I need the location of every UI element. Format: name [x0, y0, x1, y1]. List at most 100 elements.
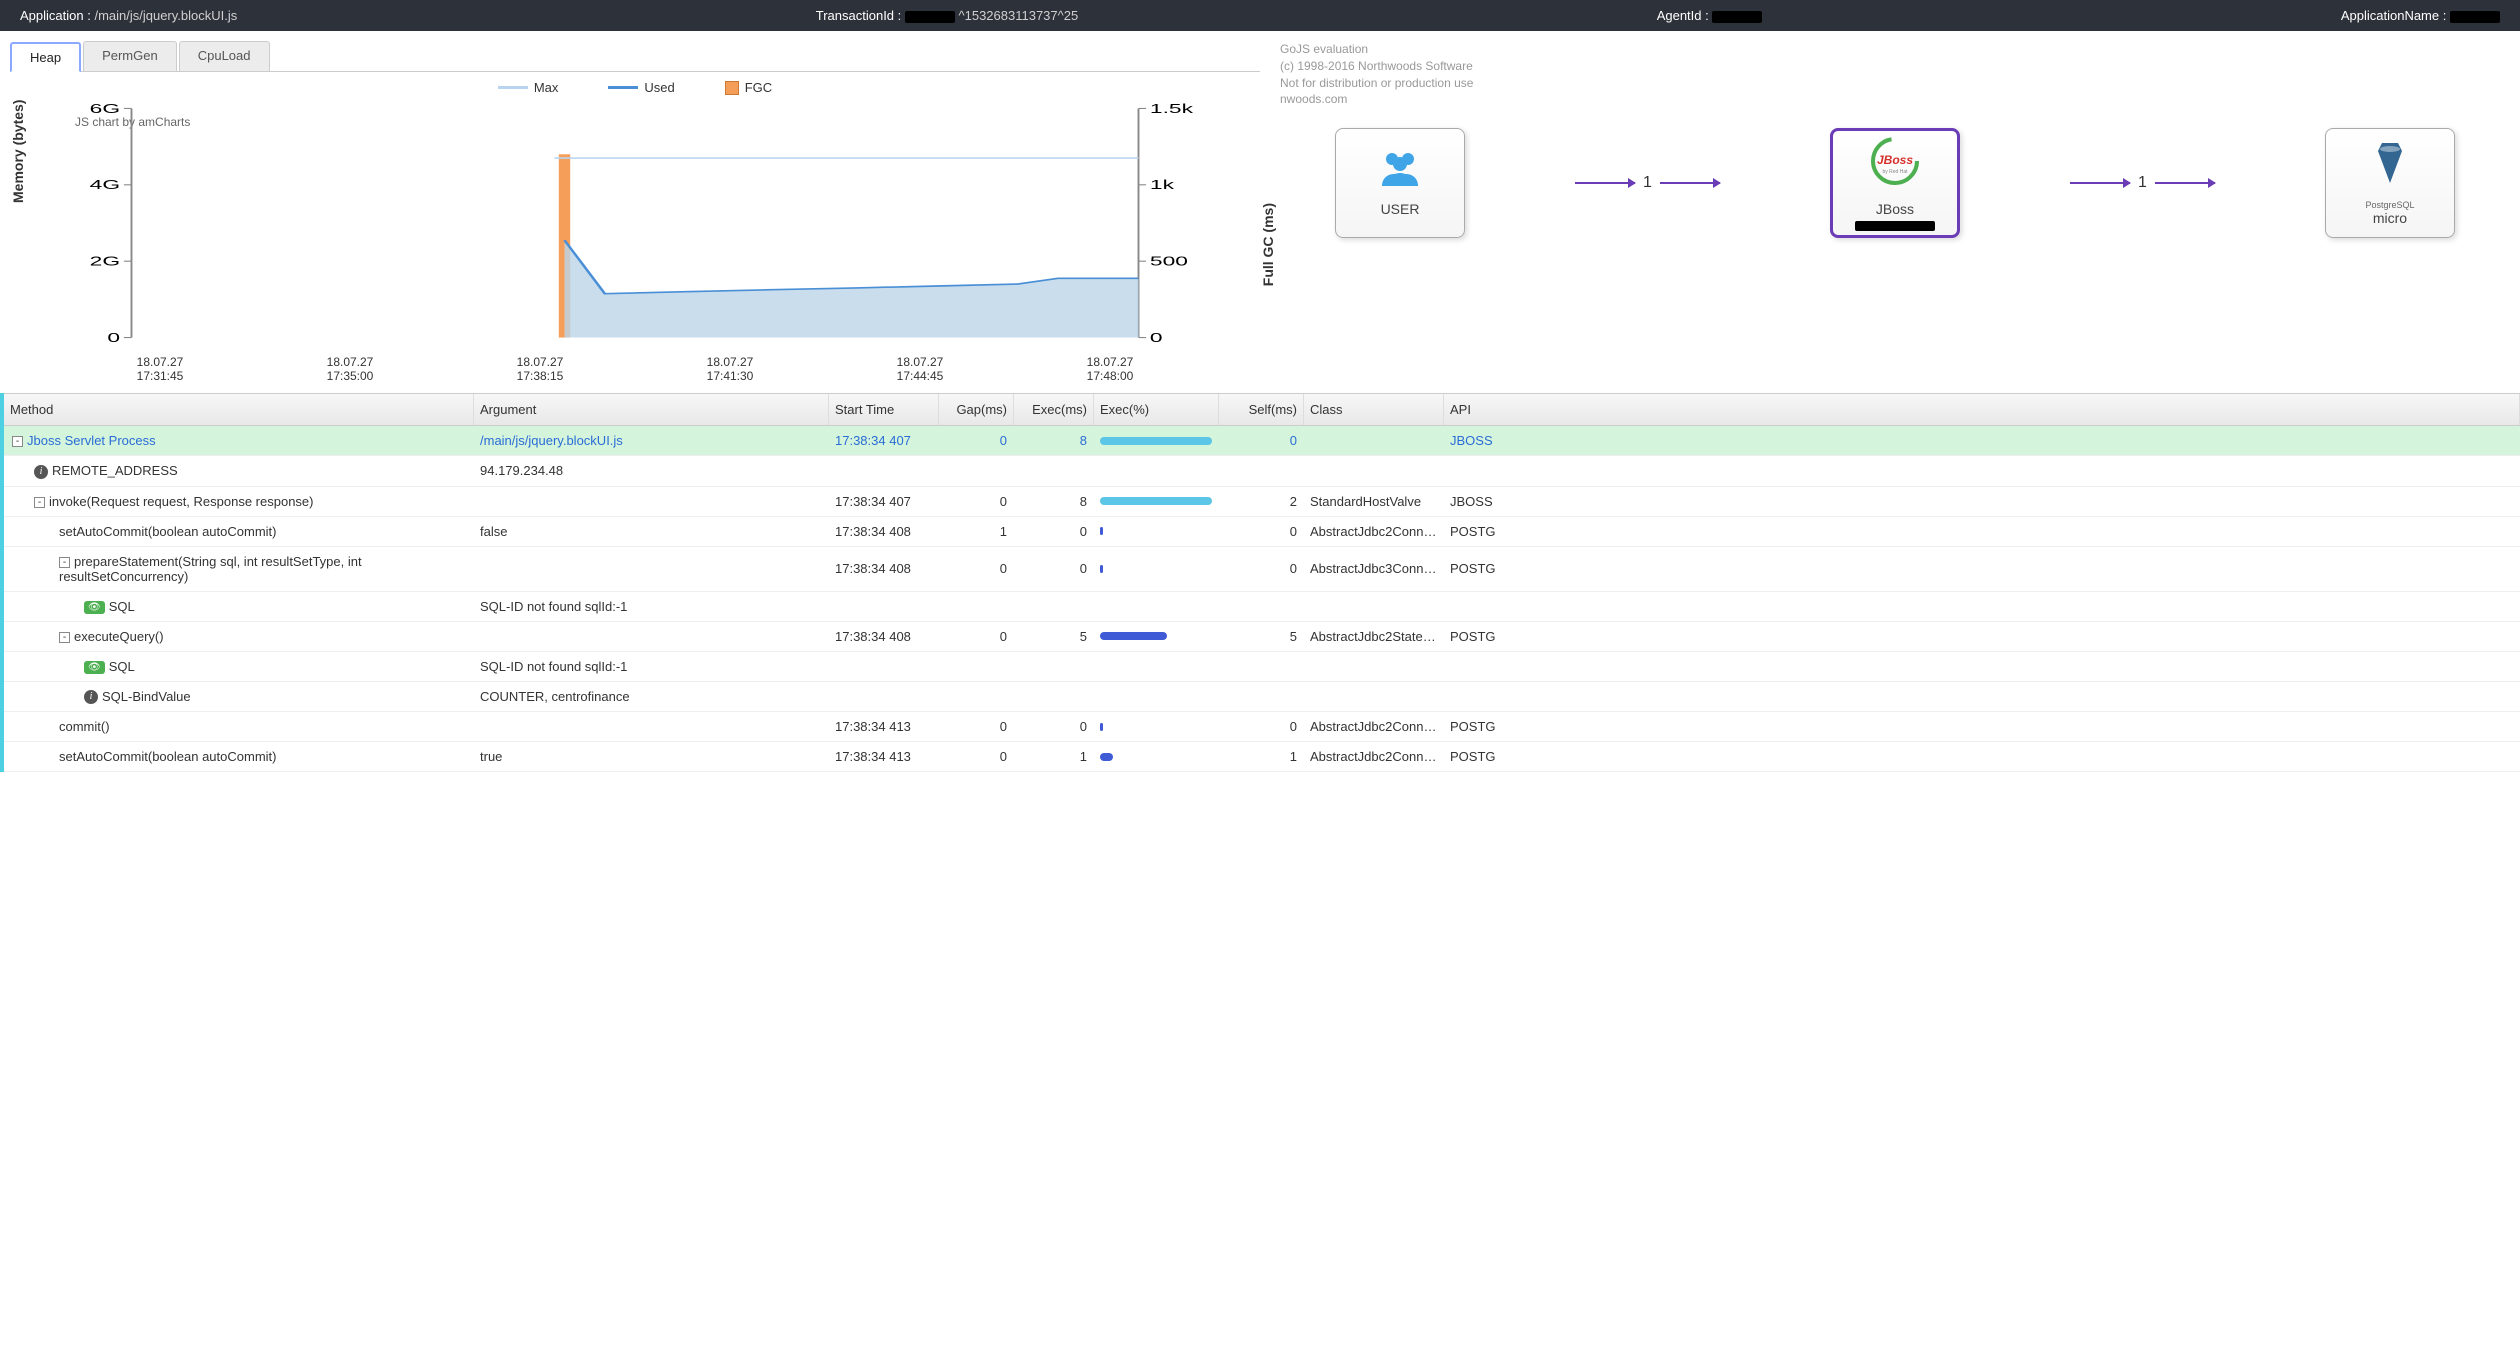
pg-icon: [2370, 141, 2410, 194]
col-argument[interactable]: Argument: [474, 394, 829, 425]
flow-node-jboss[interactable]: JBossby Red HatJBoss: [1830, 128, 1960, 238]
col-exec[interactable]: Exec(ms): [1014, 394, 1094, 425]
tree-toggle-icon[interactable]: -: [59, 557, 70, 568]
cell-self: 5: [1219, 622, 1304, 651]
cell-argument: [474, 494, 829, 508]
diagram-panel: GoJS evaluation (c) 1998-2016 Northwoods…: [1260, 41, 2510, 383]
cell-argument: COUNTER, centrofinance: [474, 682, 829, 711]
chart-area: Memory (bytes) Full GC (ms) JS chart by …: [10, 103, 1260, 383]
flow-node-label: JBoss: [1876, 201, 1914, 217]
tree-toggle-icon[interactable]: -: [12, 436, 23, 447]
method-name: setAutoCommit(boolean autoCommit): [59, 524, 276, 539]
grid-row[interactable]: setAutoCommit(boolean autoCommit)true17:…: [4, 742, 2520, 772]
svg-text:6G: 6G: [90, 103, 120, 116]
svg-text:1k: 1k: [1150, 177, 1175, 192]
cell-start: [829, 464, 939, 478]
redacted: [1712, 11, 1762, 23]
method-name: prepareStatement(String sql, int resultS…: [59, 554, 362, 584]
cell-argument: /main/js/jquery.blockUI.js: [474, 426, 829, 455]
cell-gap: 0: [939, 426, 1014, 455]
cell-execpct: [1094, 659, 1219, 673]
tab-permgen[interactable]: PermGen: [83, 41, 177, 71]
tree-toggle-icon[interactable]: -: [59, 632, 70, 643]
cell-execpct: [1094, 746, 1219, 768]
cell-exec: 8: [1014, 487, 1094, 516]
method-name: invoke(Request request, Response respons…: [49, 494, 313, 509]
chart-tabs: Heap PermGen CpuLoad: [10, 41, 1260, 72]
sql-icon: 👁: [84, 601, 105, 614]
cell-gap: [939, 659, 1014, 673]
chart-plot[interactable]: 6G4G2G01.5k1k5000: [65, 103, 1205, 343]
cell-class: StandardHostValve: [1304, 487, 1444, 516]
grid-row[interactable]: iSQL-BindValueCOUNTER, centrofinance: [4, 682, 2520, 713]
grid-row[interactable]: commit()17:38:34 413000AbstractJdbc2Conn…: [4, 712, 2520, 742]
info-icon: i: [84, 690, 98, 704]
cell-gap: 0: [939, 622, 1014, 651]
tree-toggle-icon[interactable]: -: [34, 497, 45, 508]
cell-start: 17:38:34 407: [829, 426, 939, 455]
cell-self: [1219, 659, 1304, 673]
grid-row[interactable]: iREMOTE_ADDRESS94.179.234.48: [4, 456, 2520, 487]
cell-api: [1444, 659, 2520, 673]
topbar: Application : /main/js/jquery.blockUI.js…: [0, 0, 2520, 31]
gojs-watermark: GoJS evaluation (c) 1998-2016 Northwoods…: [1280, 41, 2510, 108]
chart-xtick: 18.07.2717:48:00: [1015, 355, 1205, 383]
cell-execpct: [1094, 599, 1219, 613]
cell-class: [1304, 689, 1444, 703]
cell-self: 0: [1219, 517, 1304, 546]
flow-node-user[interactable]: USER: [1335, 128, 1465, 238]
col-class[interactable]: Class: [1304, 394, 1444, 425]
chart-xtick: 18.07.2717:38:15: [445, 355, 635, 383]
cell-execpct: [1094, 716, 1219, 738]
cell-exec: 8: [1014, 426, 1094, 455]
cell-self: 0: [1219, 712, 1304, 741]
topbar-app-label: Application :: [20, 8, 91, 23]
flow-node-pg[interactable]: PostgreSQLmicro: [2325, 128, 2455, 238]
cell-api: JBOSS: [1444, 426, 2520, 455]
col-start[interactable]: Start Time: [829, 394, 939, 425]
svg-text:1.5k: 1.5k: [1150, 103, 1194, 116]
cell-argument: 94.179.234.48: [474, 456, 829, 485]
cell-start: 17:38:34 408: [829, 517, 939, 546]
col-self[interactable]: Self(ms): [1219, 394, 1304, 425]
grid-row[interactable]: -executeQuery()17:38:34 408055AbstractJd…: [4, 622, 2520, 652]
redacted: [905, 11, 955, 23]
gojs-line: (c) 1998-2016 Northwoods Software: [1280, 58, 2510, 75]
grid-row[interactable]: 👁SQLSQL-ID not found sqlId:-1: [4, 592, 2520, 622]
grid-row[interactable]: -Jboss Servlet Process/main/js/jquery.bl…: [4, 426, 2520, 456]
tab-cpuload[interactable]: CpuLoad: [179, 41, 270, 71]
cell-gap: 0: [939, 487, 1014, 516]
cell-argument: SQL-ID not found sqlId:-1: [474, 592, 829, 621]
cell-exec: 0: [1014, 712, 1094, 741]
col-execpct[interactable]: Exec(%): [1094, 394, 1219, 425]
user-icon: [1378, 150, 1422, 195]
cell-api: JBOSS: [1444, 487, 2520, 516]
col-gap[interactable]: Gap(ms): [939, 394, 1014, 425]
tab-heap[interactable]: Heap: [10, 42, 81, 72]
grid-row[interactable]: setAutoCommit(boolean autoCommit)false17…: [4, 517, 2520, 547]
redacted: [2450, 11, 2500, 23]
cell-self: [1219, 599, 1304, 613]
col-method[interactable]: Method: [4, 394, 474, 425]
cell-self: 0: [1219, 426, 1304, 455]
svg-text:2G: 2G: [90, 254, 120, 269]
cell-class: AbstractJdbc2Statement: [1304, 622, 1444, 651]
cell-api: POSTG: [1444, 622, 2520, 651]
cell-start: [829, 659, 939, 673]
cell-argument: [474, 562, 829, 576]
grid-row[interactable]: 👁SQLSQL-ID not found sqlId:-1: [4, 652, 2520, 682]
flow-diagram[interactable]: USER1JBossby Red HatJBoss1PostgreSQLmicr…: [1280, 128, 2510, 238]
col-api[interactable]: API: [1444, 394, 2520, 425]
cell-api: [1444, 464, 2520, 478]
cell-gap: 0: [939, 712, 1014, 741]
cell-exec: 0: [1014, 554, 1094, 583]
grid-row[interactable]: -prepareStatement(String sql, int result…: [4, 547, 2520, 592]
cell-gap: 0: [939, 554, 1014, 583]
svg-text:by Red Hat: by Red Hat: [1882, 169, 1908, 175]
cell-self: 0: [1219, 554, 1304, 583]
chart-xtick: 18.07.2717:41:30: [635, 355, 825, 383]
grid-row[interactable]: -invoke(Request request, Response respon…: [4, 487, 2520, 517]
legend-fgc: FGC: [725, 80, 772, 95]
chart-panel: Heap PermGen CpuLoad Max Used FGC Memory…: [10, 41, 1260, 383]
svg-text:4G: 4G: [90, 177, 120, 192]
